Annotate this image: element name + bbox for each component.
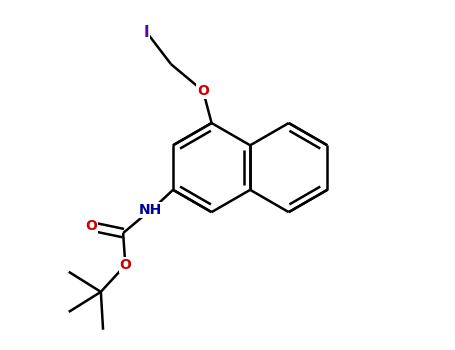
- Text: I: I: [144, 25, 149, 40]
- Text: NH: NH: [139, 203, 162, 217]
- Text: O: O: [197, 84, 209, 98]
- Text: O: O: [85, 219, 97, 233]
- Text: O: O: [119, 258, 131, 272]
